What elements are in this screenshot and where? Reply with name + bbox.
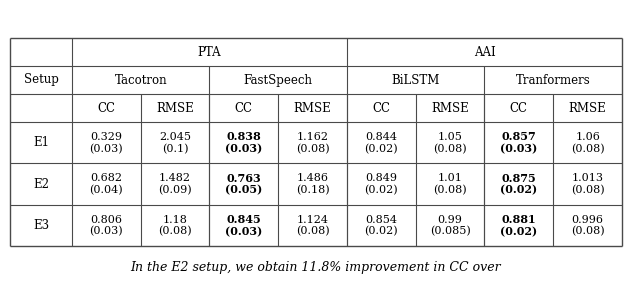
Text: 0.881: 0.881 [502, 214, 536, 225]
Text: Setup: Setup [23, 73, 58, 86]
Text: (0.02): (0.02) [501, 185, 537, 196]
Text: (0.03): (0.03) [225, 143, 262, 154]
Text: RMSE: RMSE [294, 101, 332, 115]
Text: 1.013: 1.013 [571, 173, 604, 183]
Text: 0.875: 0.875 [502, 173, 536, 184]
Text: (0.08): (0.08) [434, 185, 467, 195]
Text: RMSE: RMSE [569, 101, 607, 115]
Text: 0.806: 0.806 [90, 215, 123, 225]
Text: 0.99: 0.99 [438, 215, 463, 225]
Text: E3: E3 [33, 219, 49, 232]
Text: (0.03): (0.03) [225, 226, 262, 237]
Text: 1.482: 1.482 [159, 173, 191, 183]
Text: AAI: AAI [473, 46, 495, 58]
Text: E1: E1 [33, 136, 49, 149]
Text: (0.09): (0.09) [158, 185, 192, 195]
Text: 0.849: 0.849 [365, 173, 398, 183]
Text: 1.486: 1.486 [296, 173, 329, 183]
Text: 1.01: 1.01 [438, 173, 463, 183]
Text: RMSE: RMSE [156, 101, 194, 115]
Text: (0.08): (0.08) [571, 185, 604, 195]
Text: (0.03): (0.03) [90, 144, 123, 154]
Text: (0.1): (0.1) [162, 144, 188, 154]
Text: 0.682: 0.682 [90, 173, 123, 183]
Text: (0.04): (0.04) [90, 185, 123, 195]
Text: 2.045: 2.045 [159, 132, 191, 142]
Text: (0.085): (0.085) [430, 226, 470, 237]
Text: PTA: PTA [198, 46, 221, 58]
Text: (0.08): (0.08) [296, 226, 329, 237]
Text: 0.857: 0.857 [502, 131, 536, 142]
Text: 0.844: 0.844 [365, 132, 398, 142]
Text: 1.05: 1.05 [438, 132, 463, 142]
Text: 0.329: 0.329 [90, 132, 123, 142]
Text: (0.08): (0.08) [296, 144, 329, 154]
Text: (0.08): (0.08) [158, 226, 192, 237]
Text: CC: CC [97, 101, 116, 115]
Text: (0.02): (0.02) [365, 226, 398, 237]
Text: CC: CC [235, 101, 253, 115]
Text: (0.03): (0.03) [90, 226, 123, 237]
Text: In the E2 setup, we obtain 11.8% improvement in CC over: In the E2 setup, we obtain 11.8% improve… [131, 262, 501, 274]
Text: 1.18: 1.18 [162, 215, 188, 225]
Text: (0.08): (0.08) [434, 144, 467, 154]
Text: (0.05): (0.05) [225, 185, 262, 196]
Text: (0.08): (0.08) [571, 226, 604, 237]
Text: (0.03): (0.03) [501, 143, 537, 154]
Text: 0.763: 0.763 [226, 173, 261, 184]
Text: Tacotron: Tacotron [114, 73, 167, 86]
Text: 0.996: 0.996 [571, 215, 604, 225]
Text: 0.838: 0.838 [226, 131, 261, 142]
Text: (0.02): (0.02) [365, 144, 398, 154]
Text: FastSpeech: FastSpeech [244, 73, 313, 86]
Text: (0.18): (0.18) [296, 185, 329, 195]
Text: BiLSTM: BiLSTM [392, 73, 440, 86]
Text: E2: E2 [33, 177, 49, 190]
Text: Tranformers: Tranformers [516, 73, 591, 86]
Text: RMSE: RMSE [431, 101, 469, 115]
Text: (0.02): (0.02) [365, 185, 398, 195]
Text: (0.02): (0.02) [501, 226, 537, 237]
Text: 1.06: 1.06 [575, 132, 600, 142]
Text: CC: CC [372, 101, 391, 115]
Text: CC: CC [510, 101, 528, 115]
Text: 0.845: 0.845 [226, 214, 261, 225]
Text: (0.08): (0.08) [571, 144, 604, 154]
Text: 1.162: 1.162 [296, 132, 329, 142]
Text: 1.124: 1.124 [296, 215, 329, 225]
Text: 0.854: 0.854 [365, 215, 398, 225]
